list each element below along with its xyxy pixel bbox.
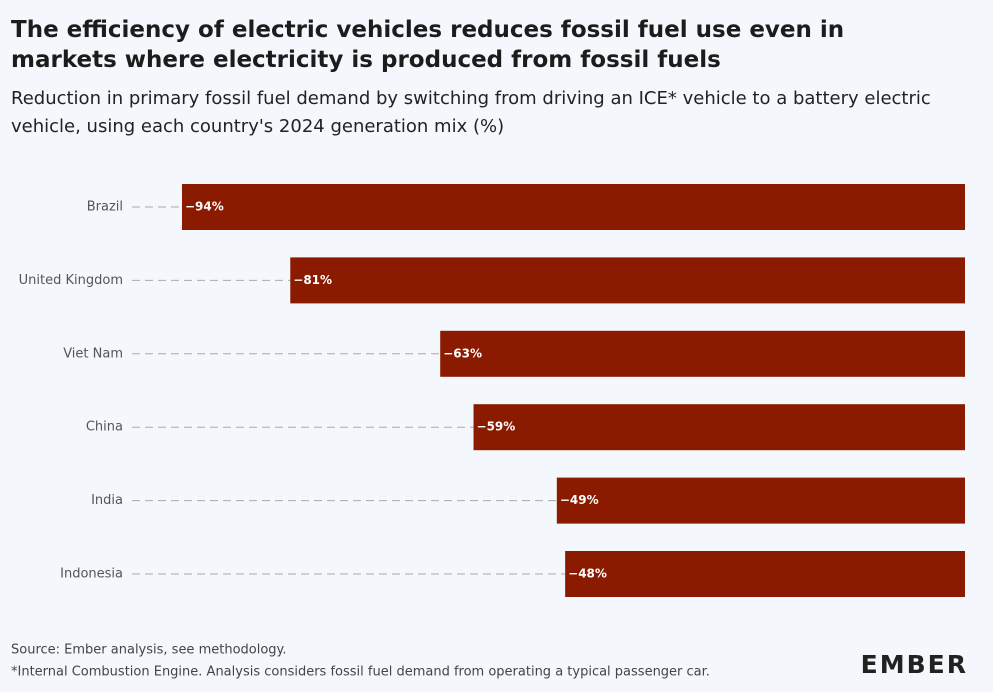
chart-title: The efficiency of electric vehicles redu… (11, 17, 844, 73)
bar (181, 184, 966, 230)
bar (556, 477, 965, 524)
bar (565, 551, 965, 597)
y-tick-label: Viet Nam (63, 346, 123, 361)
bar (440, 330, 966, 377)
source: Source: Ember analysis, see methodology. (11, 643, 287, 658)
value-label: −59% (477, 420, 516, 434)
note: *Internal Combustion Engine. Analysis co… (11, 665, 710, 680)
y-tick-label: United Kingdom (19, 273, 123, 288)
bar (290, 257, 965, 304)
y-tick-label: Indonesia (60, 567, 123, 582)
value-label: −48% (568, 567, 607, 581)
y-tick-label: Brazil (87, 200, 123, 215)
chart-subtitle: Reduction in primary fossil fuel demand … (11, 88, 931, 137)
bar (473, 404, 965, 451)
value-label: −63% (443, 346, 482, 360)
value-label: −81% (293, 273, 332, 287)
logo: EMBER (861, 650, 968, 679)
y-tick-label: China (86, 420, 123, 435)
value-label: −94% (185, 200, 224, 214)
value-label: −49% (560, 493, 599, 507)
y-tick-label: India (91, 493, 123, 508)
